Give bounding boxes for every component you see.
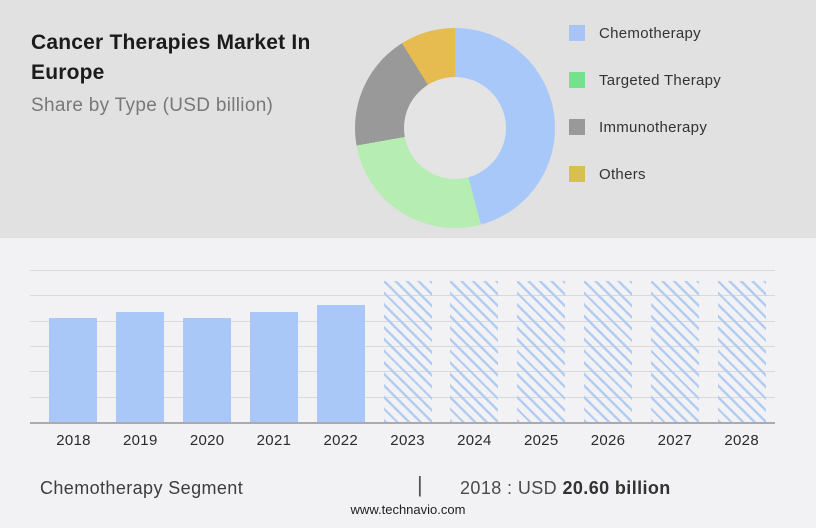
legend-item-immunotherapy: Immunotherapy bbox=[569, 118, 721, 136]
x-axis-line bbox=[30, 422, 775, 424]
caption-value-prefix: 2018 : USD bbox=[460, 478, 558, 498]
legend-swatch-icon bbox=[569, 166, 585, 182]
bar-chart-section: 2018 2019 2020 2021 2022 2023 2024 2025 2026 2027… bbox=[0, 238, 816, 528]
x-tick-label-2018: 2018 bbox=[56, 432, 91, 449]
legend-item-chemotherapy: Chemotherapy bbox=[569, 24, 721, 42]
x-tick-label-2025: 2025 bbox=[523, 432, 559, 449]
bar-2026-forecast bbox=[583, 281, 632, 422]
legend-swatch-icon bbox=[569, 25, 585, 41]
bar-2027-forecast bbox=[650, 281, 699, 422]
legend-item-others: Others bbox=[569, 165, 721, 183]
bar-2022 bbox=[316, 304, 365, 422]
bar-2024-forecast bbox=[450, 281, 499, 422]
x-tick-label-2028: 2028 bbox=[724, 432, 759, 449]
bar-2020 bbox=[183, 317, 232, 422]
bar-2023-forecast bbox=[383, 281, 432, 422]
caption-value-group: 2018 : USD 20.60 billion bbox=[460, 478, 671, 499]
bar-2021 bbox=[249, 311, 298, 422]
x-tick-label-2021: 2021 bbox=[256, 432, 292, 449]
bar-2018 bbox=[49, 317, 98, 422]
legend-swatch-icon bbox=[569, 72, 585, 88]
x-tick-label-2020: 2020 bbox=[189, 432, 225, 449]
page-title-line2: Europe bbox=[31, 61, 105, 84]
caption-separator: | bbox=[417, 472, 423, 497]
legend-item-targeted-therapy: Targeted Therapy bbox=[569, 71, 722, 89]
x-tick-label-2024: 2024 bbox=[457, 432, 492, 449]
donut-hole bbox=[404, 77, 506, 179]
page-title-line1: Cancer Therapies Market In bbox=[31, 31, 311, 54]
caption-value: 20.60 billion bbox=[562, 478, 671, 498]
donut-legend: Chemotherapy Targeted Therapy Immunotherap… bbox=[569, 25, 721, 213]
x-tick-label-2027: 2027 bbox=[657, 432, 693, 449]
bar-2028-forecast bbox=[717, 281, 766, 422]
x-tick-label-2019: 2019 bbox=[123, 432, 158, 449]
title-block: Cancer Therapies Market In Europe Share … bbox=[31, 28, 351, 117]
legend-swatch-icon bbox=[569, 119, 585, 135]
bar-2025-forecast bbox=[517, 281, 566, 422]
legend-label: Immunotherapy bbox=[599, 118, 708, 136]
x-tick-label-2022: 2022 bbox=[323, 432, 359, 449]
legend-label: Targeted Therapy bbox=[599, 71, 722, 89]
caption-segment-label: Chemotherapy Segment bbox=[40, 478, 244, 498]
donut-chart bbox=[355, 28, 555, 228]
gridline bbox=[30, 270, 775, 271]
bar-2019 bbox=[116, 311, 165, 422]
bar-chart: 2018 2019 2020 2021 2022 2023 2024 2025 2026 2027… bbox=[0, 238, 816, 528]
x-tick-label-2026: 2026 bbox=[590, 432, 626, 449]
header-section: Cancer Therapies Market In Europe Share … bbox=[0, 0, 816, 238]
legend-label: Chemotherapy bbox=[599, 24, 701, 42]
footer-url: www.technavio.com bbox=[350, 502, 466, 517]
legend-label: Others bbox=[599, 165, 646, 183]
x-tick-label-2023: 2023 bbox=[390, 432, 425, 449]
page-subtitle: Share by Type (USD billion) bbox=[31, 95, 274, 116]
page-title: Cancer Therapies Market In Europe bbox=[31, 28, 351, 88]
